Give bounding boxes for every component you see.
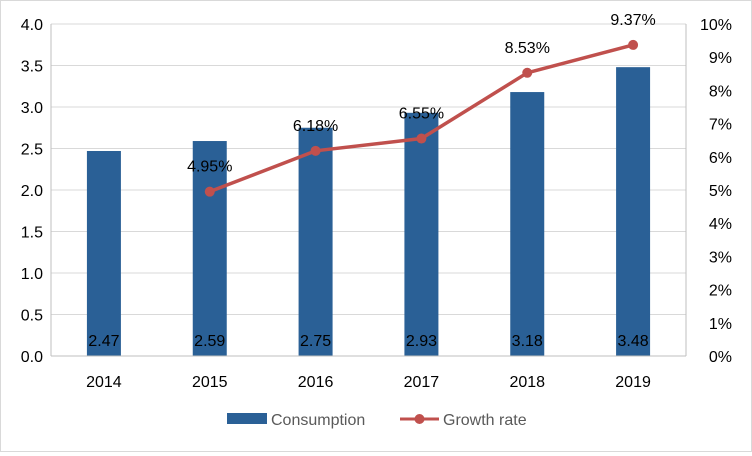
y-left-tick-label: 3.0 bbox=[21, 100, 43, 117]
x-tick-label: 2019 bbox=[615, 374, 651, 391]
growth-rate-value-label: 8.53% bbox=[505, 40, 550, 57]
gridlines bbox=[51, 23, 686, 315]
legend-swatch-consumption bbox=[227, 413, 267, 424]
y-right-tick-label: 7% bbox=[709, 117, 732, 134]
y-left-tick-label: 4.0 bbox=[21, 17, 43, 34]
bar-value-label: 2.93 bbox=[406, 333, 437, 350]
growth-rate-marker-2016 bbox=[310, 145, 321, 156]
legend-label-growth-rate: Growth rate bbox=[443, 412, 527, 429]
y-left-tick-label: 3.5 bbox=[21, 59, 43, 76]
bar-2017 bbox=[404, 112, 439, 356]
y-left-tick-label: 1.5 bbox=[21, 225, 43, 242]
axes: 0.0 0.5 1.0 1.5 2.0 2.5 3.0 3.5 4.0 0% 1% 2% 3% 4% 5% 6… bbox=[21, 17, 732, 391]
x-tick-label: 2015 bbox=[192, 374, 228, 391]
growth-rate-line bbox=[204, 39, 639, 197]
y-left-tick-label: 2.5 bbox=[21, 142, 43, 159]
y-right-tick-label: 5% bbox=[709, 183, 732, 200]
growth-rate-value-label: 6.18% bbox=[293, 118, 338, 135]
y-right-tick-label: 1% bbox=[709, 316, 732, 333]
growth-rate-marker-2019 bbox=[628, 39, 639, 50]
x-tick-label: 2016 bbox=[298, 374, 334, 391]
y-left-tick-label: 0.5 bbox=[21, 308, 43, 325]
consumption-bars bbox=[86, 67, 651, 356]
x-tick-label: 2018 bbox=[509, 374, 545, 391]
x-tick-label: 2014 bbox=[86, 374, 122, 391]
bar-2014 bbox=[86, 150, 121, 356]
y-right-tick-label: 6% bbox=[709, 150, 732, 167]
y-left-tick-label: 2.0 bbox=[21, 183, 43, 200]
bar-2019 bbox=[616, 67, 651, 356]
growth-rate-value-label: 6.55% bbox=[399, 106, 444, 123]
growth-rate-marker-2018 bbox=[522, 67, 533, 78]
y-left-tick-label: 0.0 bbox=[21, 349, 43, 366]
y-right-tick-label: 10% bbox=[700, 17, 732, 34]
growth-rate-marker-2015 bbox=[204, 186, 215, 197]
legend-label-consumption: Consumption bbox=[271, 412, 365, 429]
bar-value-label: 3.18 bbox=[512, 333, 543, 350]
bar-value-label: 2.47 bbox=[88, 333, 119, 350]
data-labels: 2.47 2.59 2.75 2.93 3.18 3.48 4.95% 6.18% 6.55% 8… bbox=[88, 12, 655, 350]
bar-value-label: 2.59 bbox=[194, 333, 225, 350]
y-right-tick-label: 3% bbox=[709, 249, 732, 266]
legend-swatch-growth-marker bbox=[414, 414, 425, 424]
growth-rate-value-label: 4.95% bbox=[187, 159, 232, 176]
bar-value-label: 3.48 bbox=[618, 333, 649, 350]
legend: Consumption Growth rate bbox=[227, 412, 527, 429]
bar-2018 bbox=[510, 92, 545, 356]
bar-value-label: 2.75 bbox=[300, 333, 331, 350]
growth-rate-marker-2017 bbox=[416, 133, 427, 144]
bar-2015 bbox=[192, 141, 227, 356]
y-right-tick-label: 4% bbox=[709, 216, 732, 233]
y-right-tick-label: 8% bbox=[709, 83, 732, 100]
x-tick-label: 2017 bbox=[404, 374, 440, 391]
y-left-tick-label: 1.0 bbox=[21, 266, 43, 283]
growth-rate-value-label: 9.37% bbox=[610, 12, 655, 29]
y-right-tick-label: 2% bbox=[709, 283, 732, 300]
bar-2016 bbox=[298, 127, 333, 356]
y-right-tick-label: 0% bbox=[709, 349, 732, 366]
y-right-tick-label: 9% bbox=[709, 50, 732, 67]
